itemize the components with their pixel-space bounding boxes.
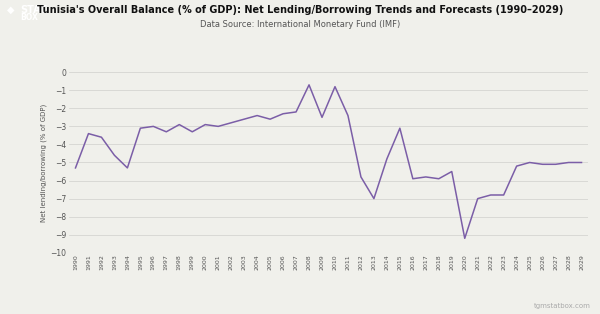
Text: Data Source: International Monetary Fund (IMF): Data Source: International Monetary Fund…: [200, 20, 400, 30]
Text: tgmstatbox.com: tgmstatbox.com: [534, 303, 591, 309]
Text: ◆: ◆: [7, 5, 14, 15]
Text: STAT: STAT: [20, 5, 47, 15]
Text: BOX: BOX: [20, 13, 38, 22]
Text: Tunisia's Overall Balance (% of GDP): Net Lending/Borrowing Trends and Forecasts: Tunisia's Overall Balance (% of GDP): Ne…: [37, 5, 563, 15]
Y-axis label: Net lending/borrowing (% of GDP): Net lending/borrowing (% of GDP): [41, 103, 47, 222]
